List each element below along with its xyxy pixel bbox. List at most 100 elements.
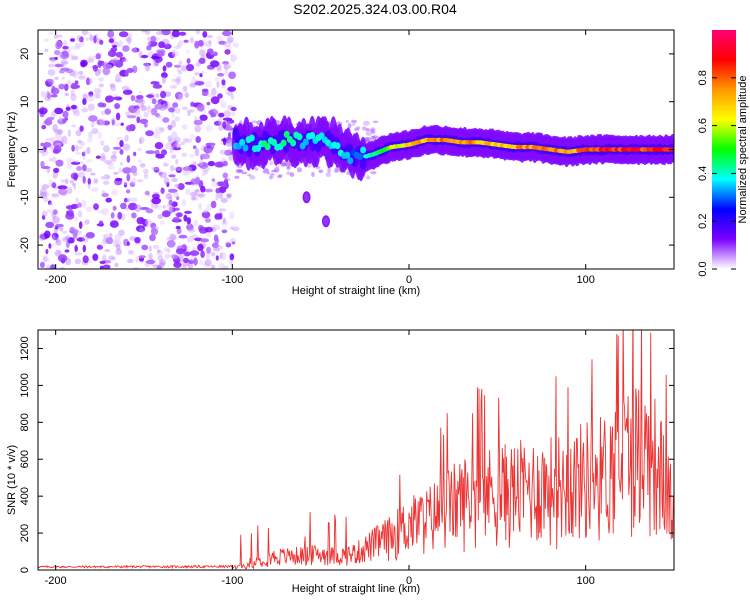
- noise-cell: [163, 177, 170, 186]
- noise-cell: [151, 197, 162, 205]
- noise-cell: [182, 137, 189, 143]
- noise-cell: [46, 116, 55, 121]
- noise-cell: [172, 146, 182, 151]
- noise-cell: [211, 242, 219, 249]
- x-tick-label: -200: [45, 575, 67, 587]
- noise-cell: [216, 81, 220, 88]
- noise-cell: [78, 70, 84, 76]
- noise-cell: [157, 255, 164, 261]
- noise-cell: [67, 129, 72, 137]
- noise-cell: [169, 233, 177, 241]
- noise-cell: [111, 256, 116, 261]
- noise-cell: [186, 49, 190, 54]
- x-tick-label: -100: [221, 575, 243, 587]
- noise-cell: [172, 102, 179, 108]
- noise-cell: [136, 225, 145, 233]
- noise-cell: [325, 172, 331, 178]
- noise-cell: [183, 251, 191, 257]
- noise-cell: [75, 159, 79, 163]
- noise-cell: [124, 197, 128, 203]
- noise-cell: [212, 224, 221, 231]
- noise-cell: [70, 82, 78, 90]
- noise-cell: [145, 150, 156, 155]
- noise-cell: [120, 202, 127, 210]
- noise-cell: [199, 114, 208, 121]
- noise-cell: [82, 255, 89, 264]
- noise-cell: [195, 136, 201, 143]
- noise-cell: [84, 220, 90, 224]
- noise-cell: [141, 30, 147, 33]
- noise-cell: [139, 227, 144, 233]
- noise-cell: [221, 220, 228, 227]
- noise-cell: [79, 125, 84, 132]
- noise-cell: [121, 58, 129, 63]
- noise-cell: [218, 262, 225, 269]
- chart-title: S202.2025.324.03.00.R04: [293, 1, 457, 17]
- noise-cell: [151, 98, 157, 105]
- noise-cell: [97, 60, 102, 69]
- noise-cell: [156, 250, 164, 257]
- noise-cell: [112, 205, 117, 211]
- noise-cell: [48, 63, 55, 68]
- noise-cell: [187, 112, 191, 116]
- noise-cell: [105, 197, 112, 203]
- noise-cell: [47, 200, 52, 205]
- side-blob: [323, 217, 329, 226]
- noise-cell: [64, 92, 70, 97]
- noise-cell: [273, 167, 280, 173]
- noise-cell: [117, 211, 123, 220]
- noise-cell: [57, 34, 63, 38]
- noise-cell: [149, 234, 156, 242]
- noise-cell: [134, 107, 141, 115]
- noise-cell: [50, 110, 56, 119]
- noise-cell: [152, 244, 160, 250]
- noise-cell: [154, 103, 164, 110]
- noise-cell: [126, 173, 131, 182]
- noise-cell: [166, 239, 176, 248]
- noise-cell: [194, 125, 201, 133]
- noise-cell: [185, 64, 195, 72]
- noise-cell: [54, 76, 59, 81]
- noise-cell: [104, 248, 111, 253]
- noise-cell: [118, 40, 123, 48]
- noise-cell: [172, 49, 176, 54]
- noise-cell: [79, 141, 86, 147]
- noise-cell: [204, 41, 212, 48]
- noise-cell: [173, 261, 182, 268]
- noise-cell: [222, 265, 229, 269]
- noise-cell: [134, 237, 141, 244]
- noise-cell: [98, 83, 104, 88]
- heatmap-marks: [38, 30, 674, 269]
- noise-cell: [280, 162, 287, 167]
- noise-cell: [44, 48, 49, 53]
- noise-cell: [132, 47, 137, 54]
- noise-cell: [214, 161, 224, 168]
- noise-cell: [227, 86, 237, 92]
- x-tick-label: 0: [406, 575, 412, 587]
- noise-cell: [143, 62, 152, 67]
- noise-cell: [82, 97, 87, 105]
- noise-cell: [103, 180, 110, 185]
- noise-cell: [150, 35, 157, 43]
- noise-cell: [189, 37, 194, 44]
- noise-cell: [48, 79, 55, 85]
- noise-cell: [226, 194, 232, 200]
- noise-cell: [158, 41, 166, 49]
- noise-cell: [161, 126, 165, 134]
- noise-cell: [171, 145, 175, 151]
- noise-cell: [218, 40, 227, 45]
- noise-cell: [230, 237, 236, 245]
- noise-cell: [206, 204, 212, 212]
- noise-cell: [145, 259, 156, 265]
- ridge-core: [239, 138, 246, 146]
- noise-cell: [103, 145, 110, 153]
- y-tick-label: 400: [19, 487, 31, 505]
- ridge-core: [360, 146, 367, 154]
- noise-cell: [51, 242, 56, 247]
- noise-cell: [173, 212, 177, 217]
- noise-cell: [210, 200, 217, 209]
- noise-cell: [97, 102, 105, 108]
- noise-cell: [148, 40, 158, 47]
- noise-cell: [114, 177, 123, 181]
